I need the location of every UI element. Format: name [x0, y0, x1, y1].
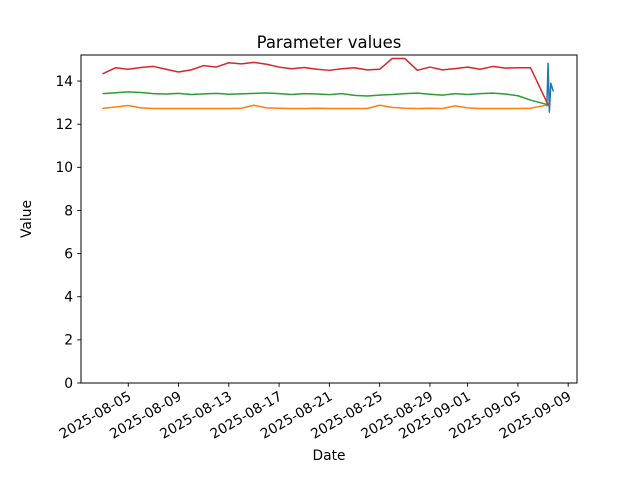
- y-tick-label: 0: [64, 376, 73, 392]
- series-green-line: [102, 91, 549, 106]
- series-red-line: [102, 57, 549, 106]
- y-axis-label: Value: [19, 200, 35, 238]
- chart-title: Parameter values: [257, 33, 402, 52]
- series-orange-line: [102, 104, 549, 110]
- y-tick-label: 2: [64, 333, 73, 349]
- y-tick-label: 8: [64, 203, 73, 219]
- y-tick-label: 10: [55, 160, 73, 176]
- y-tick-label: 4: [64, 290, 73, 306]
- series-blue-line: [546, 62, 554, 113]
- y-tick-label: 14: [55, 74, 73, 90]
- y-tick-label: 6: [64, 246, 73, 262]
- y-tick-label: 12: [55, 117, 73, 133]
- x-axis-label: Date: [313, 448, 346, 464]
